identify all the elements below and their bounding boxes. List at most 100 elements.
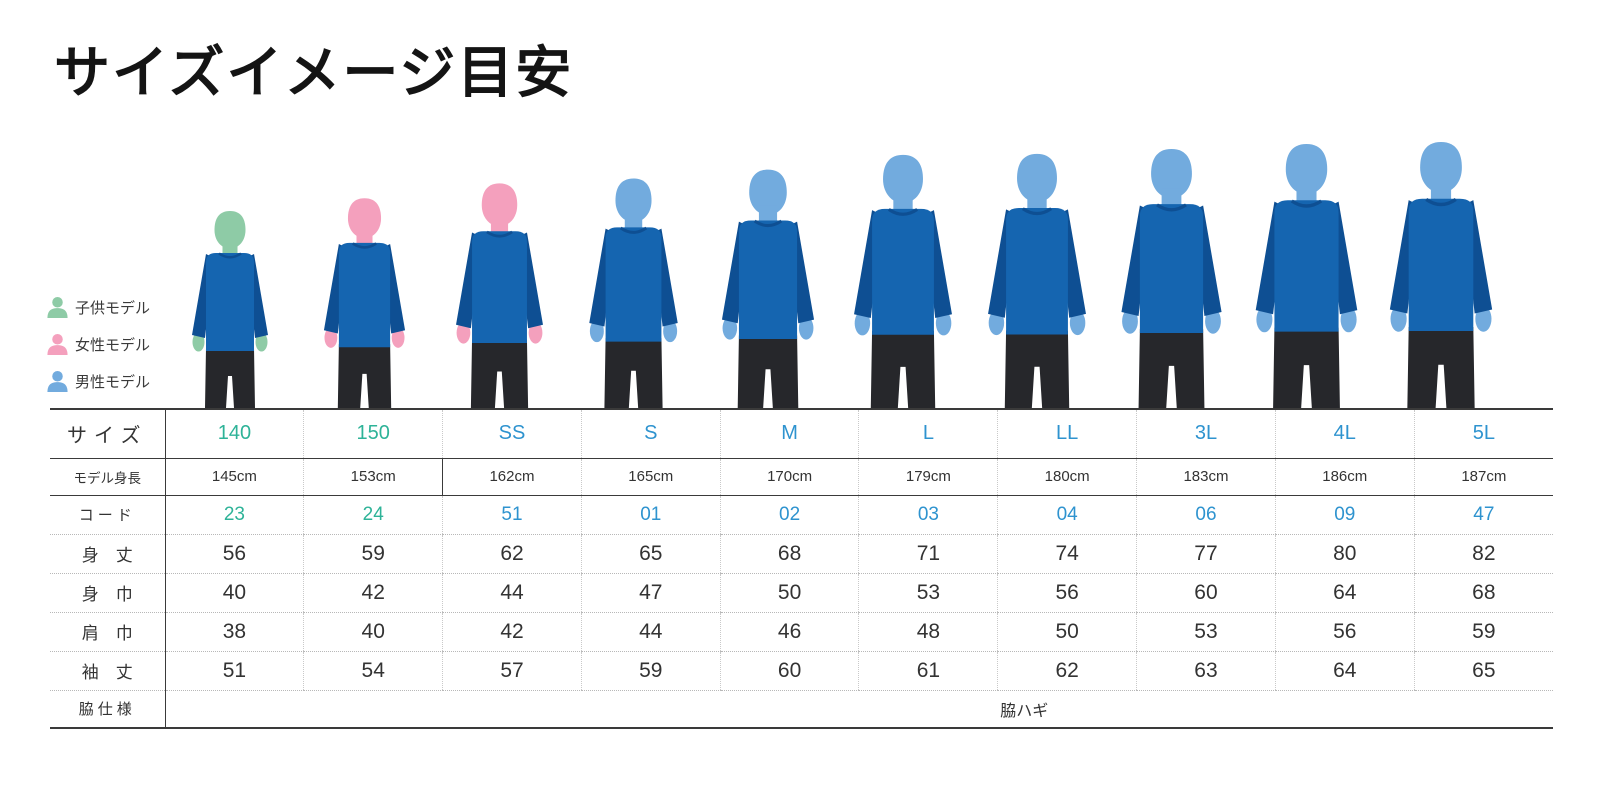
code-cell: 24 xyxy=(303,495,443,535)
body-width-cell: 53 xyxy=(858,573,998,613)
person-silhouette-icon xyxy=(1255,144,1357,408)
body-width-cell: 68 xyxy=(1413,573,1553,613)
shoulder-width-cell: 53 xyxy=(1136,612,1276,652)
female-model-icon xyxy=(47,333,68,356)
person-silhouette-icon xyxy=(1389,142,1492,408)
size-cell: LL xyxy=(997,409,1137,459)
body-width-cell: 47 xyxy=(580,573,721,613)
person-silhouette-icon xyxy=(192,211,268,408)
model-figure-L xyxy=(836,151,970,408)
body-width-cell: 44 xyxy=(442,573,582,613)
size-table: サイズ 140 150 SS S M L LL 3L 4L 5L モデル身長 145cm 153cm 162… xyxy=(50,408,1553,729)
page-title: サイズイメージ目安 xyxy=(54,41,574,104)
model-figure-5L xyxy=(1371,138,1511,408)
legend-item-female: 女性モデル xyxy=(46,331,150,358)
model-figure-SS xyxy=(440,180,559,408)
sleeve-length-cell: 61 xyxy=(858,651,998,691)
sleeve-length-row-label: 袖 丈 xyxy=(50,651,166,691)
legend-item-male: 男性モデル xyxy=(46,368,150,395)
size-cell: L xyxy=(858,409,998,459)
person-silhouette-icon xyxy=(1121,148,1222,408)
side-spec-value: 脇ハギ xyxy=(1000,702,1049,720)
body-width-cell: 56 xyxy=(997,573,1137,613)
sleeve-length-cell: 62 xyxy=(997,651,1137,691)
model-height-cell: 180cm xyxy=(997,458,1137,496)
body-length-cell: 62 xyxy=(442,534,582,574)
body-width-cell: 50 xyxy=(719,573,859,613)
size-cell: SS xyxy=(442,409,582,459)
sleeve-length-cell: 51 xyxy=(165,651,304,691)
model-height-cell: 179cm xyxy=(858,458,998,496)
shoulder-width-row-label: 肩 巾 xyxy=(50,612,166,652)
model-figure-M xyxy=(705,166,831,408)
body-length-cell: 65 xyxy=(580,534,721,574)
person-silhouette-icon xyxy=(589,178,678,408)
legend-item-child: 子供モデル xyxy=(46,294,150,321)
model-height-row-label: モデル身長 xyxy=(50,458,166,496)
side-spec-row: 脇仕様 脇ハギ xyxy=(50,690,1553,728)
model-height-row: モデル身長 145cm 153cm 162cm 165cm 170cm 179cm 180cm… xyxy=(50,458,1553,496)
body-length-row-label: 身 丈 xyxy=(50,534,166,574)
model-height-cell: 145cm xyxy=(165,458,304,496)
body-length-cell: 77 xyxy=(1136,534,1276,574)
model-height-cell: 153cm xyxy=(303,458,443,496)
code-cell: 01 xyxy=(580,495,721,535)
sleeve-length-cell: 54 xyxy=(303,651,443,691)
size-cell: 5L xyxy=(1413,409,1553,459)
body-width-row: 身 巾 40 42 44 47 50 53 56 60 64 68 xyxy=(50,573,1553,613)
sleeve-length-cell: 65 xyxy=(1413,651,1553,691)
size-cell: 150 xyxy=(303,409,443,459)
model-height-cell: 187cm xyxy=(1413,458,1553,496)
body-width-cell: 60 xyxy=(1136,573,1276,613)
model-figure-LL xyxy=(970,150,1104,408)
body-width-cell: 64 xyxy=(1274,573,1415,613)
model-legend: 子供モデル 女性モデル 男性モデル xyxy=(46,294,150,405)
sleeve-length-cell: 57 xyxy=(442,651,582,691)
person-silhouette-icon xyxy=(988,153,1086,408)
body-width-row-label: 身 巾 xyxy=(50,573,166,613)
size-cell: 4L xyxy=(1274,409,1415,459)
code-cell: 09 xyxy=(1274,495,1415,535)
body-length-cell: 74 xyxy=(997,534,1137,574)
body-length-cell: 80 xyxy=(1274,534,1415,574)
body-width-cell: 40 xyxy=(165,573,304,613)
code-cell: 06 xyxy=(1136,495,1276,535)
sleeve-length-cell: 59 xyxy=(580,651,721,691)
shoulder-width-cell: 42 xyxy=(442,612,582,652)
model-figure-150 xyxy=(309,195,420,408)
legend-label-male: 男性モデル xyxy=(75,374,151,391)
model-height-cell: 170cm xyxy=(719,458,859,496)
shoulder-width-cell: 59 xyxy=(1413,612,1553,652)
code-cell: 02 xyxy=(719,495,859,535)
sleeve-length-cell: 60 xyxy=(719,651,859,691)
size-cell: M xyxy=(719,409,859,459)
model-height-cell: 162cm xyxy=(442,458,582,496)
shoulder-width-cell: 46 xyxy=(719,612,859,652)
shoulder-width-row: 肩 巾 38 40 42 44 46 48 50 53 56 59 xyxy=(50,612,1553,652)
sleeve-length-cell: 64 xyxy=(1274,651,1415,691)
code-cell: 47 xyxy=(1413,495,1553,535)
model-figure-3L xyxy=(1103,145,1240,408)
shoulder-width-cell: 50 xyxy=(997,612,1137,652)
size-cell: 140 xyxy=(165,409,304,459)
size-row-label: サイズ xyxy=(50,409,166,459)
size-cell: 3L xyxy=(1136,409,1276,459)
code-row-label: コード xyxy=(50,495,166,535)
shoulder-width-cell: 48 xyxy=(858,612,998,652)
legend-label-female: 女性モデル xyxy=(75,337,151,354)
child-model-icon xyxy=(47,296,68,319)
size-cell: S xyxy=(580,409,721,459)
person-silhouette-icon xyxy=(721,169,815,408)
code-row: コード 23 24 51 01 02 03 04 06 09 47 xyxy=(50,495,1553,535)
person-silhouette-icon xyxy=(853,154,952,408)
model-height-cell: 183cm xyxy=(1136,458,1276,496)
code-cell: 23 xyxy=(165,495,304,535)
body-length-cell: 59 xyxy=(303,534,443,574)
model-height-cell: 186cm xyxy=(1274,458,1415,496)
code-cell: 03 xyxy=(858,495,998,535)
body-length-cell: 82 xyxy=(1413,534,1553,574)
body-length-cell: 68 xyxy=(719,534,859,574)
model-figure-4L xyxy=(1237,140,1376,408)
model-figures xyxy=(192,138,1511,408)
